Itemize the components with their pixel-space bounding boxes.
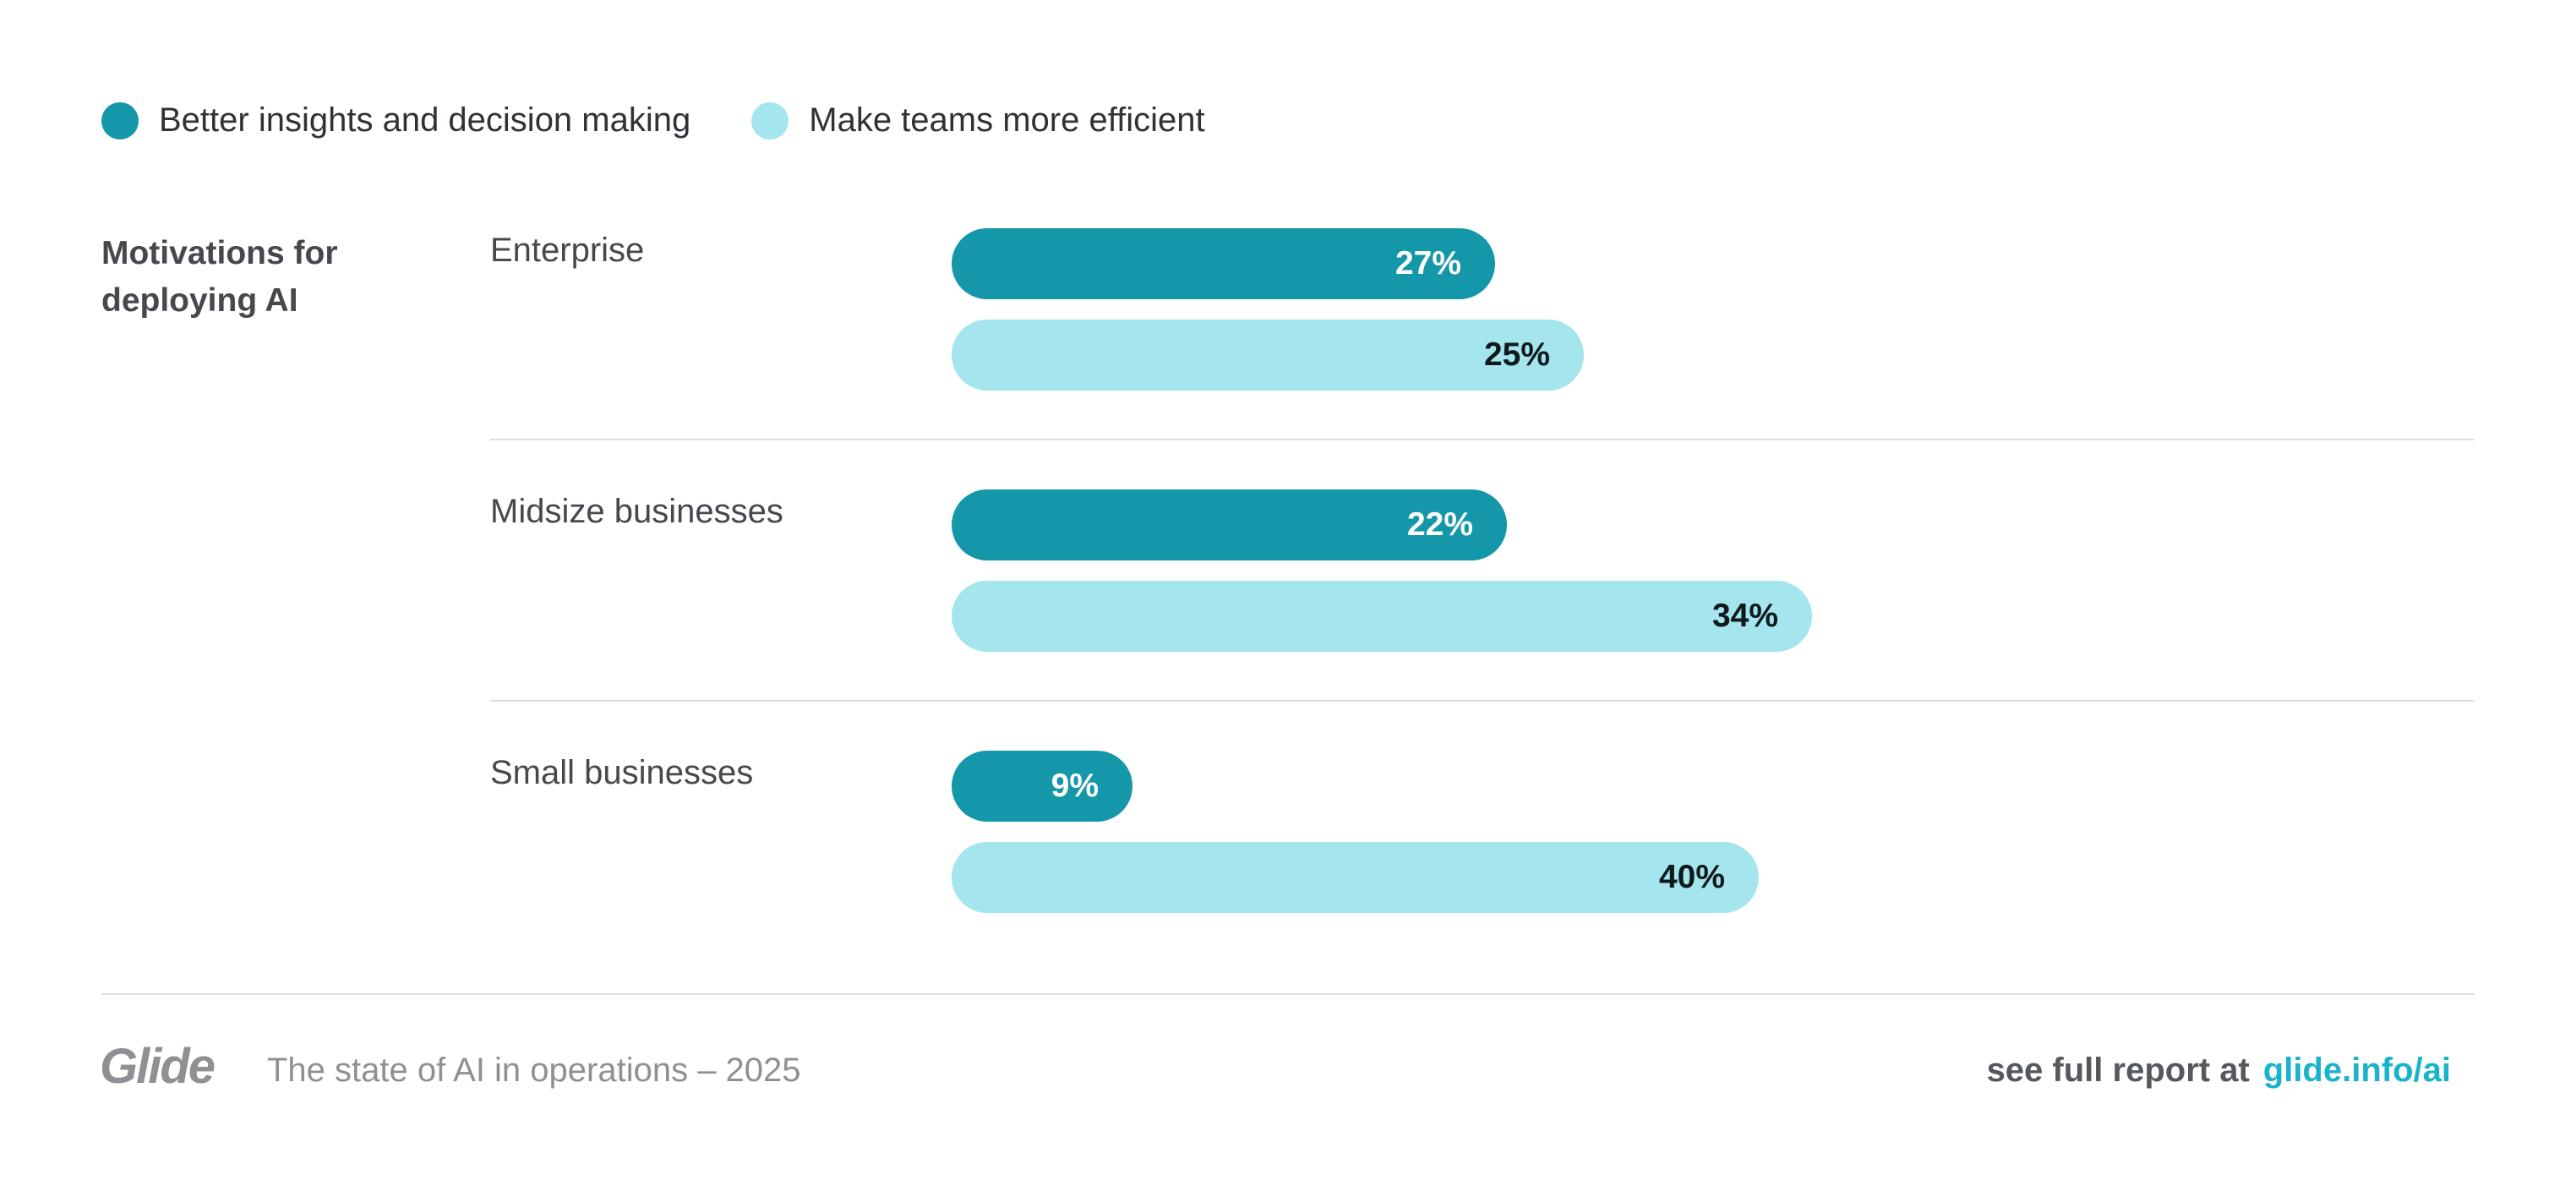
bar-series-2: 40%	[952, 842, 1759, 913]
glide-logo: Glide	[100, 1039, 216, 1094]
data-label: 40%	[1658, 859, 1725, 895]
bar-series-1: 27%	[952, 228, 1495, 299]
bar-series-1: 9%	[952, 751, 1132, 822]
legend-item-series-1: Better insights and decision making	[101, 101, 690, 139]
category-label: Small businesses	[490, 754, 754, 791]
group-divider	[490, 700, 2475, 702]
footer-divider	[101, 993, 2475, 995]
data-label: 27%	[1394, 245, 1461, 281]
legend-swatch-series-1	[101, 101, 139, 139]
bar-series-2: 34%	[952, 581, 1812, 652]
data-label: 9%	[1051, 768, 1099, 804]
data-label: 25%	[1483, 336, 1550, 373]
legend-label: Better insights and decision making	[159, 101, 691, 139]
category-label: Midsize businesses	[490, 493, 783, 530]
category-label: Enterprise	[490, 232, 645, 269]
chart-title: Motivations for deploying AI	[101, 235, 338, 319]
legend-item-series-2: Make teams more efficient	[751, 101, 1205, 139]
full-report-cta: see full report at glide.info/ai	[1987, 1052, 2451, 1090]
cta-text: see full report at	[1986, 1052, 2250, 1089]
legend-swatch-series-2	[751, 101, 789, 139]
legend-label: Make teams more efficient	[809, 101, 1205, 139]
data-label: 34%	[1711, 598, 1778, 634]
legend: Better insights and decision making Make…	[101, 101, 1266, 139]
bar-series-1: 22%	[952, 489, 1507, 560]
group-divider	[490, 439, 2475, 440]
report-link[interactable]: glide.info/ai	[2262, 1052, 2451, 1089]
bar-series-2: 25%	[952, 320, 1584, 391]
data-label: 22%	[1406, 506, 1473, 543]
report-subtitle: The state of AI in operations – 2025	[267, 1052, 801, 1089]
